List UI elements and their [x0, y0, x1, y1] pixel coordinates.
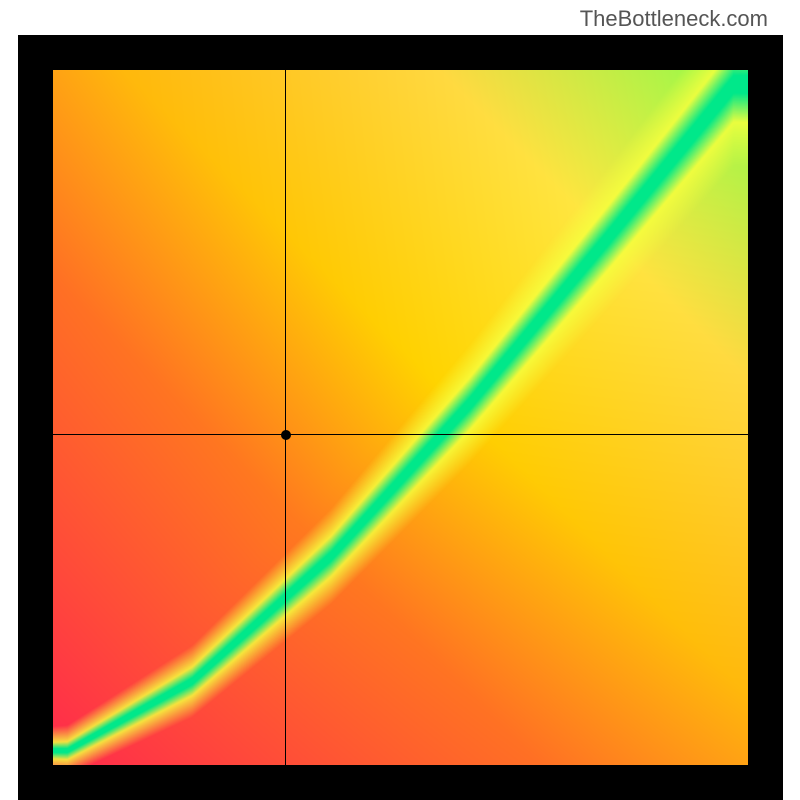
crosshair-vertical	[285, 70, 286, 765]
crosshair-dot	[281, 430, 291, 440]
chart-container: TheBottleneck.com	[0, 0, 800, 800]
crosshair-horizontal	[53, 434, 748, 435]
watermark-text: TheBottleneck.com	[580, 6, 768, 32]
heatmap-canvas	[53, 70, 748, 765]
